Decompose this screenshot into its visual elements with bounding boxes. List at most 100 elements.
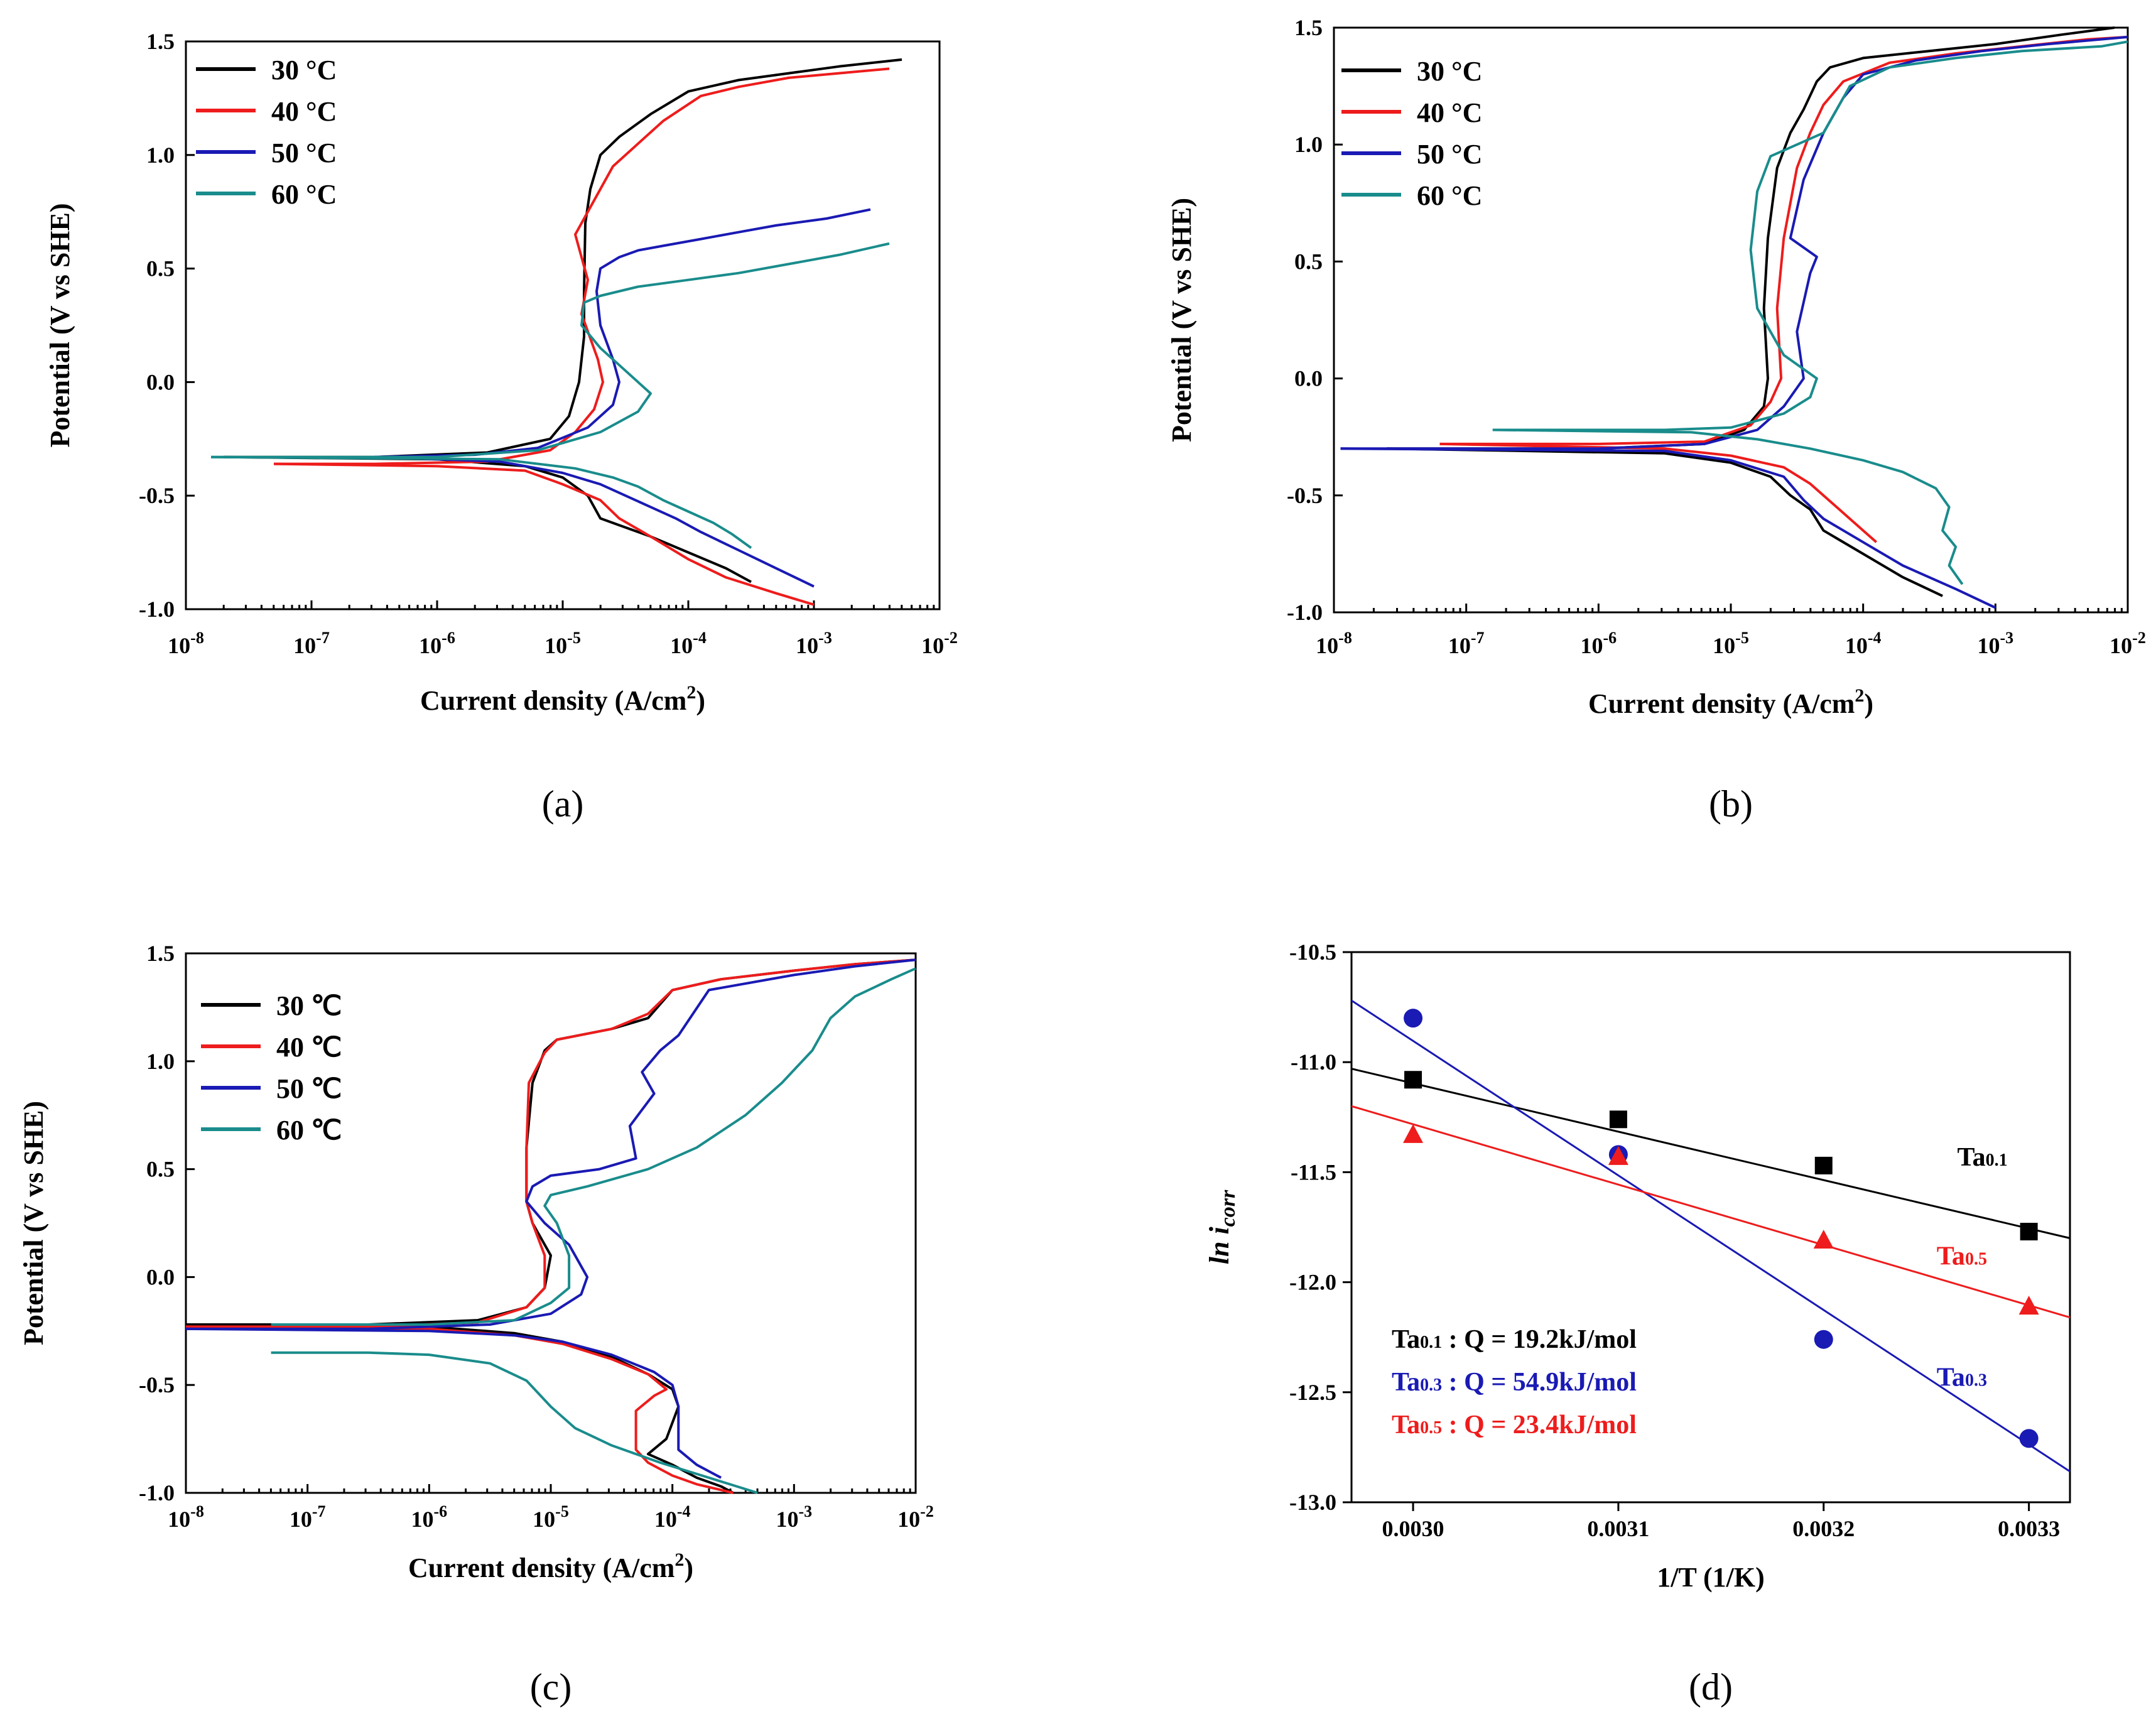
y-tick-label: -0.5 <box>1287 483 1323 508</box>
marker-square <box>2020 1223 2038 1241</box>
x-tick-label: 0.0031 <box>1587 1516 1649 1541</box>
y-tick-label: -12.0 <box>1289 1270 1336 1295</box>
series-line-30C <box>1387 26 2115 450</box>
y-tick-label: -1.0 <box>1287 600 1323 625</box>
series-line-50C <box>186 958 916 1330</box>
series-label: Ta0.1 <box>1957 1143 2007 1172</box>
y-tick-label: 0.0 <box>1294 366 1323 391</box>
x-tick-label: 0.0032 <box>1792 1516 1855 1541</box>
x-tick-label: 10-8 <box>168 1502 204 1532</box>
legend-label: 60 °C <box>1417 180 1482 211</box>
marker-circle <box>1814 1330 1833 1349</box>
series-line-40C <box>1439 35 2128 445</box>
y-tick-label: -11.5 <box>1291 1159 1336 1184</box>
panel-b: 1.5 1.0 0.5 0.0 -0.5 -1.0 10-8 10-7 10-6 10-5 10-4… <box>1078 0 2156 864</box>
y-tick-label: 1.5 <box>146 941 175 966</box>
panel-label-a: (a) <box>542 783 584 825</box>
activation-energy-label: Ta0.5 : Q = 23.4kJ/mol <box>1392 1411 1637 1439</box>
plot-frame <box>1350 951 2071 1504</box>
series-line-40C <box>186 958 916 1328</box>
legend-label: 50 °C <box>271 138 337 168</box>
series-line-40C <box>273 462 815 606</box>
x-tick-label: 0.0030 <box>1382 1516 1444 1541</box>
y-tick-label: 0.5 <box>146 256 175 281</box>
y-tick-label: 1.5 <box>146 29 175 54</box>
x-tick-label: 10-6 <box>411 1502 447 1532</box>
marker-triangle <box>1403 1124 1424 1143</box>
x-tick-label: 10-4 <box>670 629 707 658</box>
x-tick-label: 10-2 <box>2110 629 2146 658</box>
x-tick-label: 10-3 <box>1977 629 2013 658</box>
marker-triangle <box>2018 1296 2039 1315</box>
x-tick-label: 10-7 <box>290 1502 326 1532</box>
x-tick-label: 10-6 <box>419 629 455 658</box>
series-line-50C <box>185 1327 722 1479</box>
series-line-30C <box>185 1323 734 1494</box>
panel-label-d: (d) <box>1689 1666 1733 1708</box>
marker-square <box>1404 1071 1422 1089</box>
panel-label-c: (c) <box>530 1666 572 1708</box>
series-line-40C <box>185 1325 734 1494</box>
x-tick-label: 10-3 <box>796 629 832 658</box>
fit-line-Ta0.5 <box>1351 1105 2071 1319</box>
y-tick-label: 0.0 <box>146 1264 175 1289</box>
panel-c: 1.5 1.0 0.5 0.0 -0.5 -1.0 10-8 10-7 10-6 10-5 10-4… <box>0 864 1078 1729</box>
panel-label-b: (b) <box>1709 783 1753 825</box>
series-line-60C <box>271 967 916 1326</box>
fit-line-Ta0.3 <box>1351 999 2071 1473</box>
series-label: Ta0.5 <box>1937 1242 1987 1271</box>
series-line-50C <box>374 208 871 458</box>
y-tick-label: 1.0 <box>146 143 175 168</box>
activation-energy-label: Ta0.3 : Q = 54.9kJ/mol <box>1392 1368 1637 1397</box>
x-tick-label: 10-5 <box>544 629 581 658</box>
y-tick-label: 1.5 <box>1294 15 1323 40</box>
series-line-60C <box>271 1351 758 1494</box>
panel-a: 1.5 1.0 0.5 0.0 -0.5 -1.0 10-8 10-7 10-6 10-5 10-4… <box>0 0 1078 864</box>
x-axis-title: Current density (A/cm2) <box>408 1549 693 1583</box>
series-line-50C <box>1340 447 1996 609</box>
y-tick-label: -11.0 <box>1291 1049 1336 1075</box>
legend-label: 30 ℃ <box>276 990 342 1021</box>
legend-label: 50 °C <box>1417 139 1482 170</box>
y-tick-label: -10.5 <box>1289 940 1336 965</box>
y-axis-title: Potential (V vs SHE) <box>18 1101 49 1345</box>
marker-circle <box>2019 1429 2039 1448</box>
y-tick-label: 0.5 <box>1294 249 1323 274</box>
series-line-60C <box>1492 40 2128 431</box>
series-line-40C <box>274 67 890 465</box>
x-tick-label: 10-8 <box>1316 629 1352 658</box>
series-label: Ta0.3 <box>1937 1363 1987 1392</box>
activation-energy-label: Ta0.1 : Q = 19.2kJ/mol <box>1392 1325 1637 1354</box>
legend-label: 50 ℃ <box>276 1073 342 1104</box>
x-tick-label: 10-2 <box>897 1502 934 1532</box>
x-tick-label: 10-3 <box>776 1502 812 1532</box>
marker-square <box>1814 1156 1833 1174</box>
legend-label: 40 °C <box>271 96 337 127</box>
x-axis-title: 1/T (1/K) <box>1657 1562 1765 1593</box>
fit-line-Ta0.1 <box>1351 1068 2071 1239</box>
y-tick-label: -13.0 <box>1289 1490 1336 1515</box>
marker-circle <box>1404 1009 1423 1028</box>
legend-label: 60 ℃ <box>276 1115 342 1146</box>
legend-label: 40 °C <box>1417 97 1482 128</box>
legend-label: 40 ℃ <box>276 1032 342 1063</box>
legend-label: 30 °C <box>1417 56 1482 87</box>
series-line-50C <box>1340 35 2128 450</box>
chart-b: 1.5 1.0 0.5 0.0 -0.5 -1.0 10-8 10-7 10-6 10-5 10-4… <box>1166 15 2146 825</box>
chart-c: 1.5 1.0 0.5 0.0 -0.5 -1.010-8 10-7 10-6 10-5 10-4… <box>18 941 934 1708</box>
y-tick-label: -12.5 <box>1289 1380 1336 1405</box>
marker-triangle <box>1608 1146 1628 1165</box>
x-tick-label: 10-8 <box>168 629 204 658</box>
series-line-40C <box>1439 442 1878 543</box>
legend-label: 30 °C <box>271 55 337 85</box>
y-tick-label: -0.5 <box>139 1372 175 1397</box>
y-tick-label: 1.0 <box>1294 132 1323 157</box>
series-line-30C <box>223 455 752 583</box>
x-tick-label: 10-5 <box>533 1502 569 1532</box>
y-tick-label: 0.0 <box>146 369 175 394</box>
x-tick-label: 10-4 <box>1845 629 1882 658</box>
y-axis-title: ln icorr <box>1204 1190 1240 1264</box>
legend-label: 60 °C <box>271 179 337 210</box>
x-tick-label: 10-7 <box>1448 629 1485 658</box>
chart-d: -10.5 -11.0 -11.5 -12.0 -12.5 -13.0 0.0030 0.00… <box>1204 940 2071 1708</box>
